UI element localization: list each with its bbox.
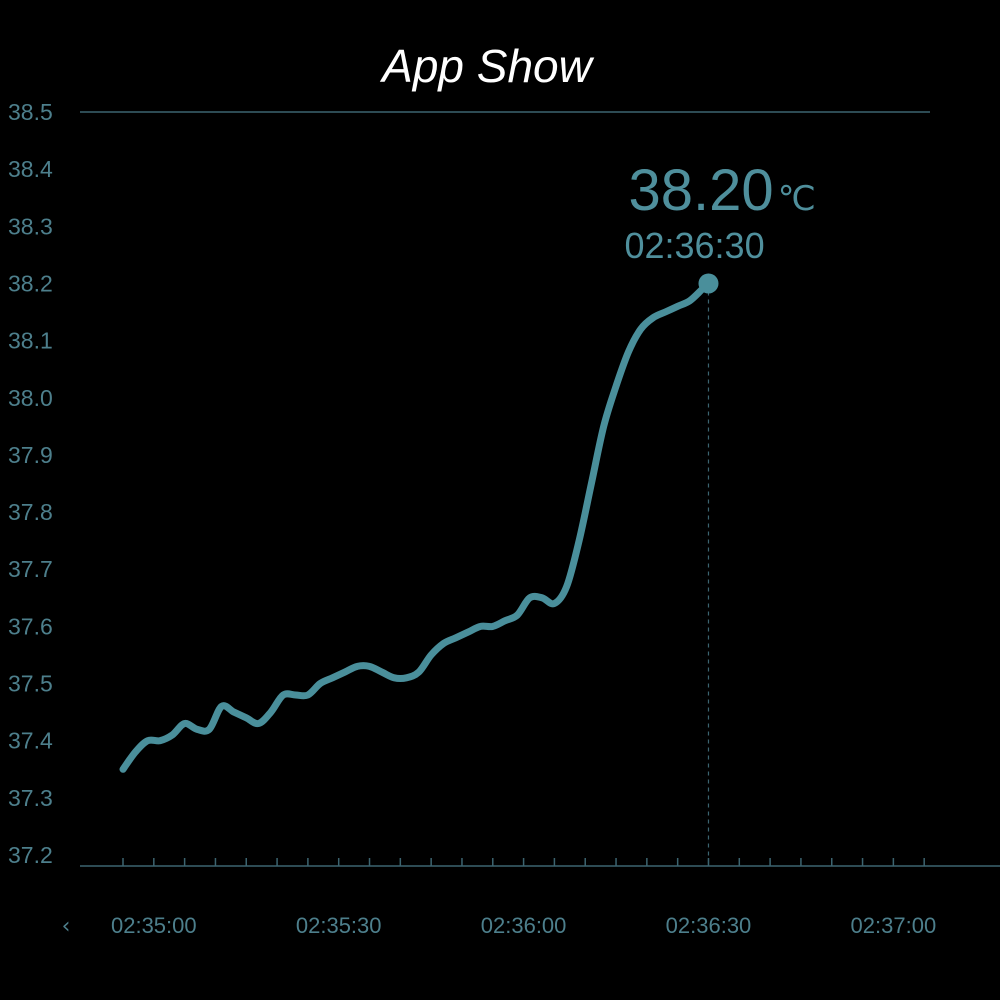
y-tick-label: 37.3 (8, 785, 53, 811)
y-tick-label: 37.9 (8, 442, 53, 468)
x-tick-label: 02:37:00 (851, 913, 937, 938)
y-tick-label: 38.2 (8, 270, 53, 296)
y-tick-label: 38.5 (8, 99, 53, 125)
y-tick-label: 37.5 (8, 671, 53, 697)
y-tick-label: 37.2 (8, 842, 53, 868)
y-tick-label: 37.7 (8, 556, 53, 582)
x-axis-ticks (122, 858, 925, 866)
x-tick-label: 02:36:00 (481, 913, 567, 938)
temperature-series (119, 280, 712, 773)
series-line (119, 280, 712, 773)
chart-axes (80, 111, 1000, 867)
y-tick-label: 38.1 (8, 328, 53, 354)
readout-unit: ℃ (778, 179, 816, 219)
y-tick-label: 37.6 (8, 613, 53, 639)
x-tick-label: 02:35:30 (296, 913, 382, 938)
highlight-marker[interactable] (698, 273, 719, 866)
y-tick-label: 37.4 (8, 728, 53, 754)
y-tick-label: 38.3 (8, 213, 53, 239)
readout-temperature: 38.20 (628, 158, 773, 223)
y-axis-labels: 37.2 37.3 37.4 37.5 37.6 37.7 37.8 37.9 38.0 38.1… (8, 99, 53, 868)
y-tick-label: 38.0 (8, 385, 53, 411)
x-tick-label: 02:35:00 (111, 913, 197, 938)
readout: 38.20 ℃ 02:36:30 (624, 158, 815, 266)
readout-value: 38.20 ℃ (628, 158, 815, 223)
highlight-point[interactable] (698, 273, 719, 294)
x-tick-label: 02:36:30 (666, 913, 752, 938)
y-tick-label: 37.8 (8, 499, 53, 525)
readout-time: 02:36:30 (624, 225, 764, 266)
x-axis-labels: 02:35:00 02:35:30 02:36:00 02:36:30 02:37:00 (111, 913, 936, 938)
y-tick-label: 38.4 (8, 156, 53, 182)
chevron-left-icon[interactable]: ‹ (61, 914, 71, 939)
app-title: App Show (382, 40, 592, 92)
